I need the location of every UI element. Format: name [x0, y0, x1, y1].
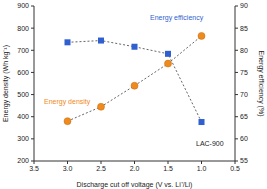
svg-text:70: 70 [240, 91, 248, 98]
svg-text:90: 90 [240, 2, 248, 9]
html-text:LAC-900: LAC-900 [196, 140, 224, 147]
html-text:Energy efficiency: Energy efficiency [150, 14, 204, 21]
html-text:Energy density: Energy density [44, 98, 91, 105]
svg-text:Energy density (Wh kg⁻¹): Energy density (Wh kg⁻¹) [8, 45, 10, 122]
svg-text:500: 500 [17, 91, 29, 98]
svg-text:1.5: 1.5 [163, 165, 173, 172]
svg-text:300: 300 [17, 135, 29, 142]
svg-text:800: 800 [17, 25, 29, 32]
svg-text:80: 80 [240, 47, 248, 54]
svg-text:Energy efficiency (%): Energy efficiency (%) [257, 50, 259, 116]
svg-text:0.5: 0.5 [230, 165, 240, 172]
svg-text:2.0: 2.0 [130, 165, 140, 172]
svg-text:3.5: 3.5 [29, 165, 39, 172]
svg-text:60: 60 [240, 135, 248, 142]
svg-text:1.0: 1.0 [197, 165, 207, 172]
svg-text:75: 75 [240, 69, 248, 76]
svg-text:65: 65 [240, 113, 248, 120]
svg-text:2.5: 2.5 [96, 165, 106, 172]
svg-text:85: 85 [240, 25, 248, 32]
svg-text:200: 200 [17, 157, 29, 164]
svg-text:55: 55 [240, 157, 248, 164]
svg-text:Discharge cut off voltage (V v: Discharge cut off voltage (V vs. Li⁺/Li) [77, 181, 193, 189]
svg-text:600: 600 [17, 69, 29, 76]
svg-text:900: 900 [17, 2, 29, 9]
svg-text:400: 400 [17, 113, 29, 120]
svg-text:700: 700 [17, 47, 29, 54]
svg-text:3.0: 3.0 [63, 165, 73, 172]
